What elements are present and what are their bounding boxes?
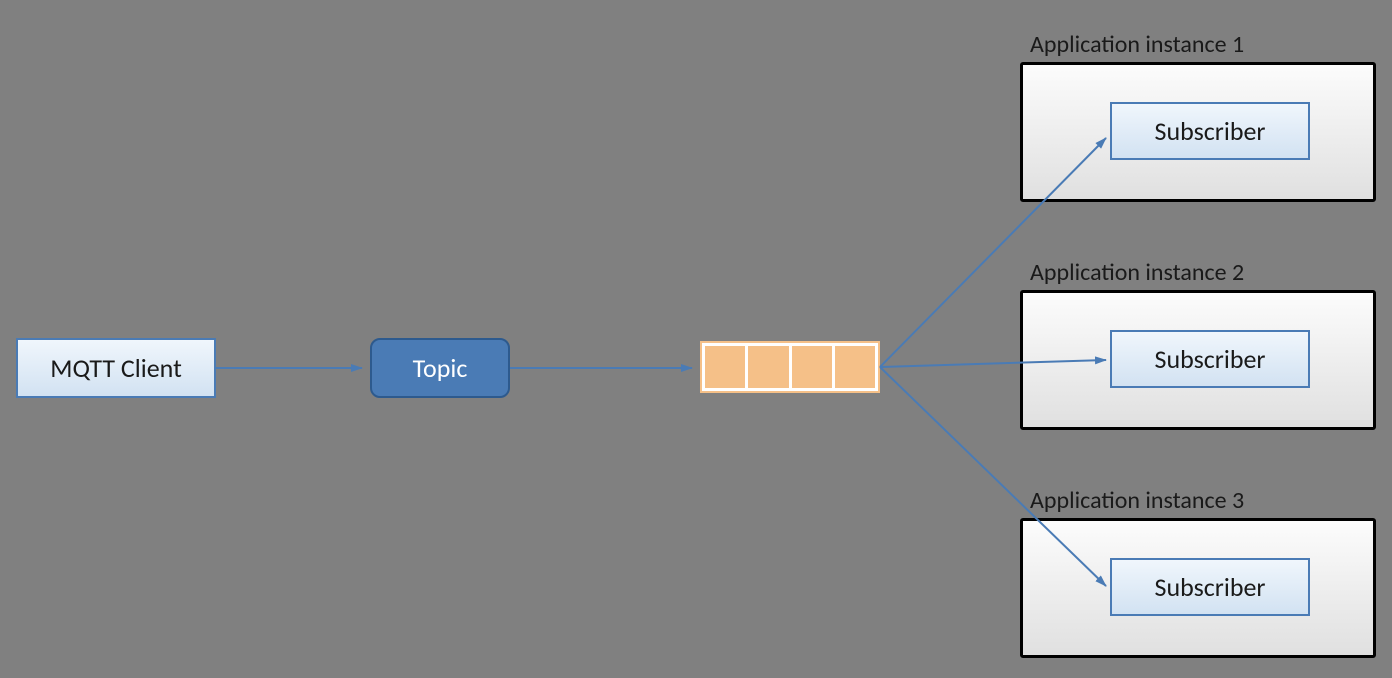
subscriber-label: Subscriber (1155, 115, 1266, 147)
message-queue (700, 341, 880, 393)
instance-title: Application instance 1 (1030, 30, 1244, 59)
subscriber-label: Subscriber (1155, 343, 1266, 375)
subscriber-label: Subscriber (1155, 571, 1266, 603)
queue-cell (792, 346, 832, 388)
subscriber-box: Subscriber (1110, 330, 1310, 388)
instance-title: Application instance 2 (1030, 258, 1244, 287)
mqtt-client-box: MQTT Client (16, 338, 216, 398)
topic-label: Topic (413, 352, 468, 384)
subscriber-box: Subscriber (1110, 558, 1310, 616)
topic-box: Topic (370, 338, 510, 398)
queue-cell (748, 346, 788, 388)
queue-cell (835, 346, 875, 388)
queue-cell (705, 346, 745, 388)
instance-title: Application instance 3 (1030, 486, 1244, 515)
mqtt-client-label: MQTT Client (50, 352, 182, 384)
subscriber-box: Subscriber (1110, 102, 1310, 160)
